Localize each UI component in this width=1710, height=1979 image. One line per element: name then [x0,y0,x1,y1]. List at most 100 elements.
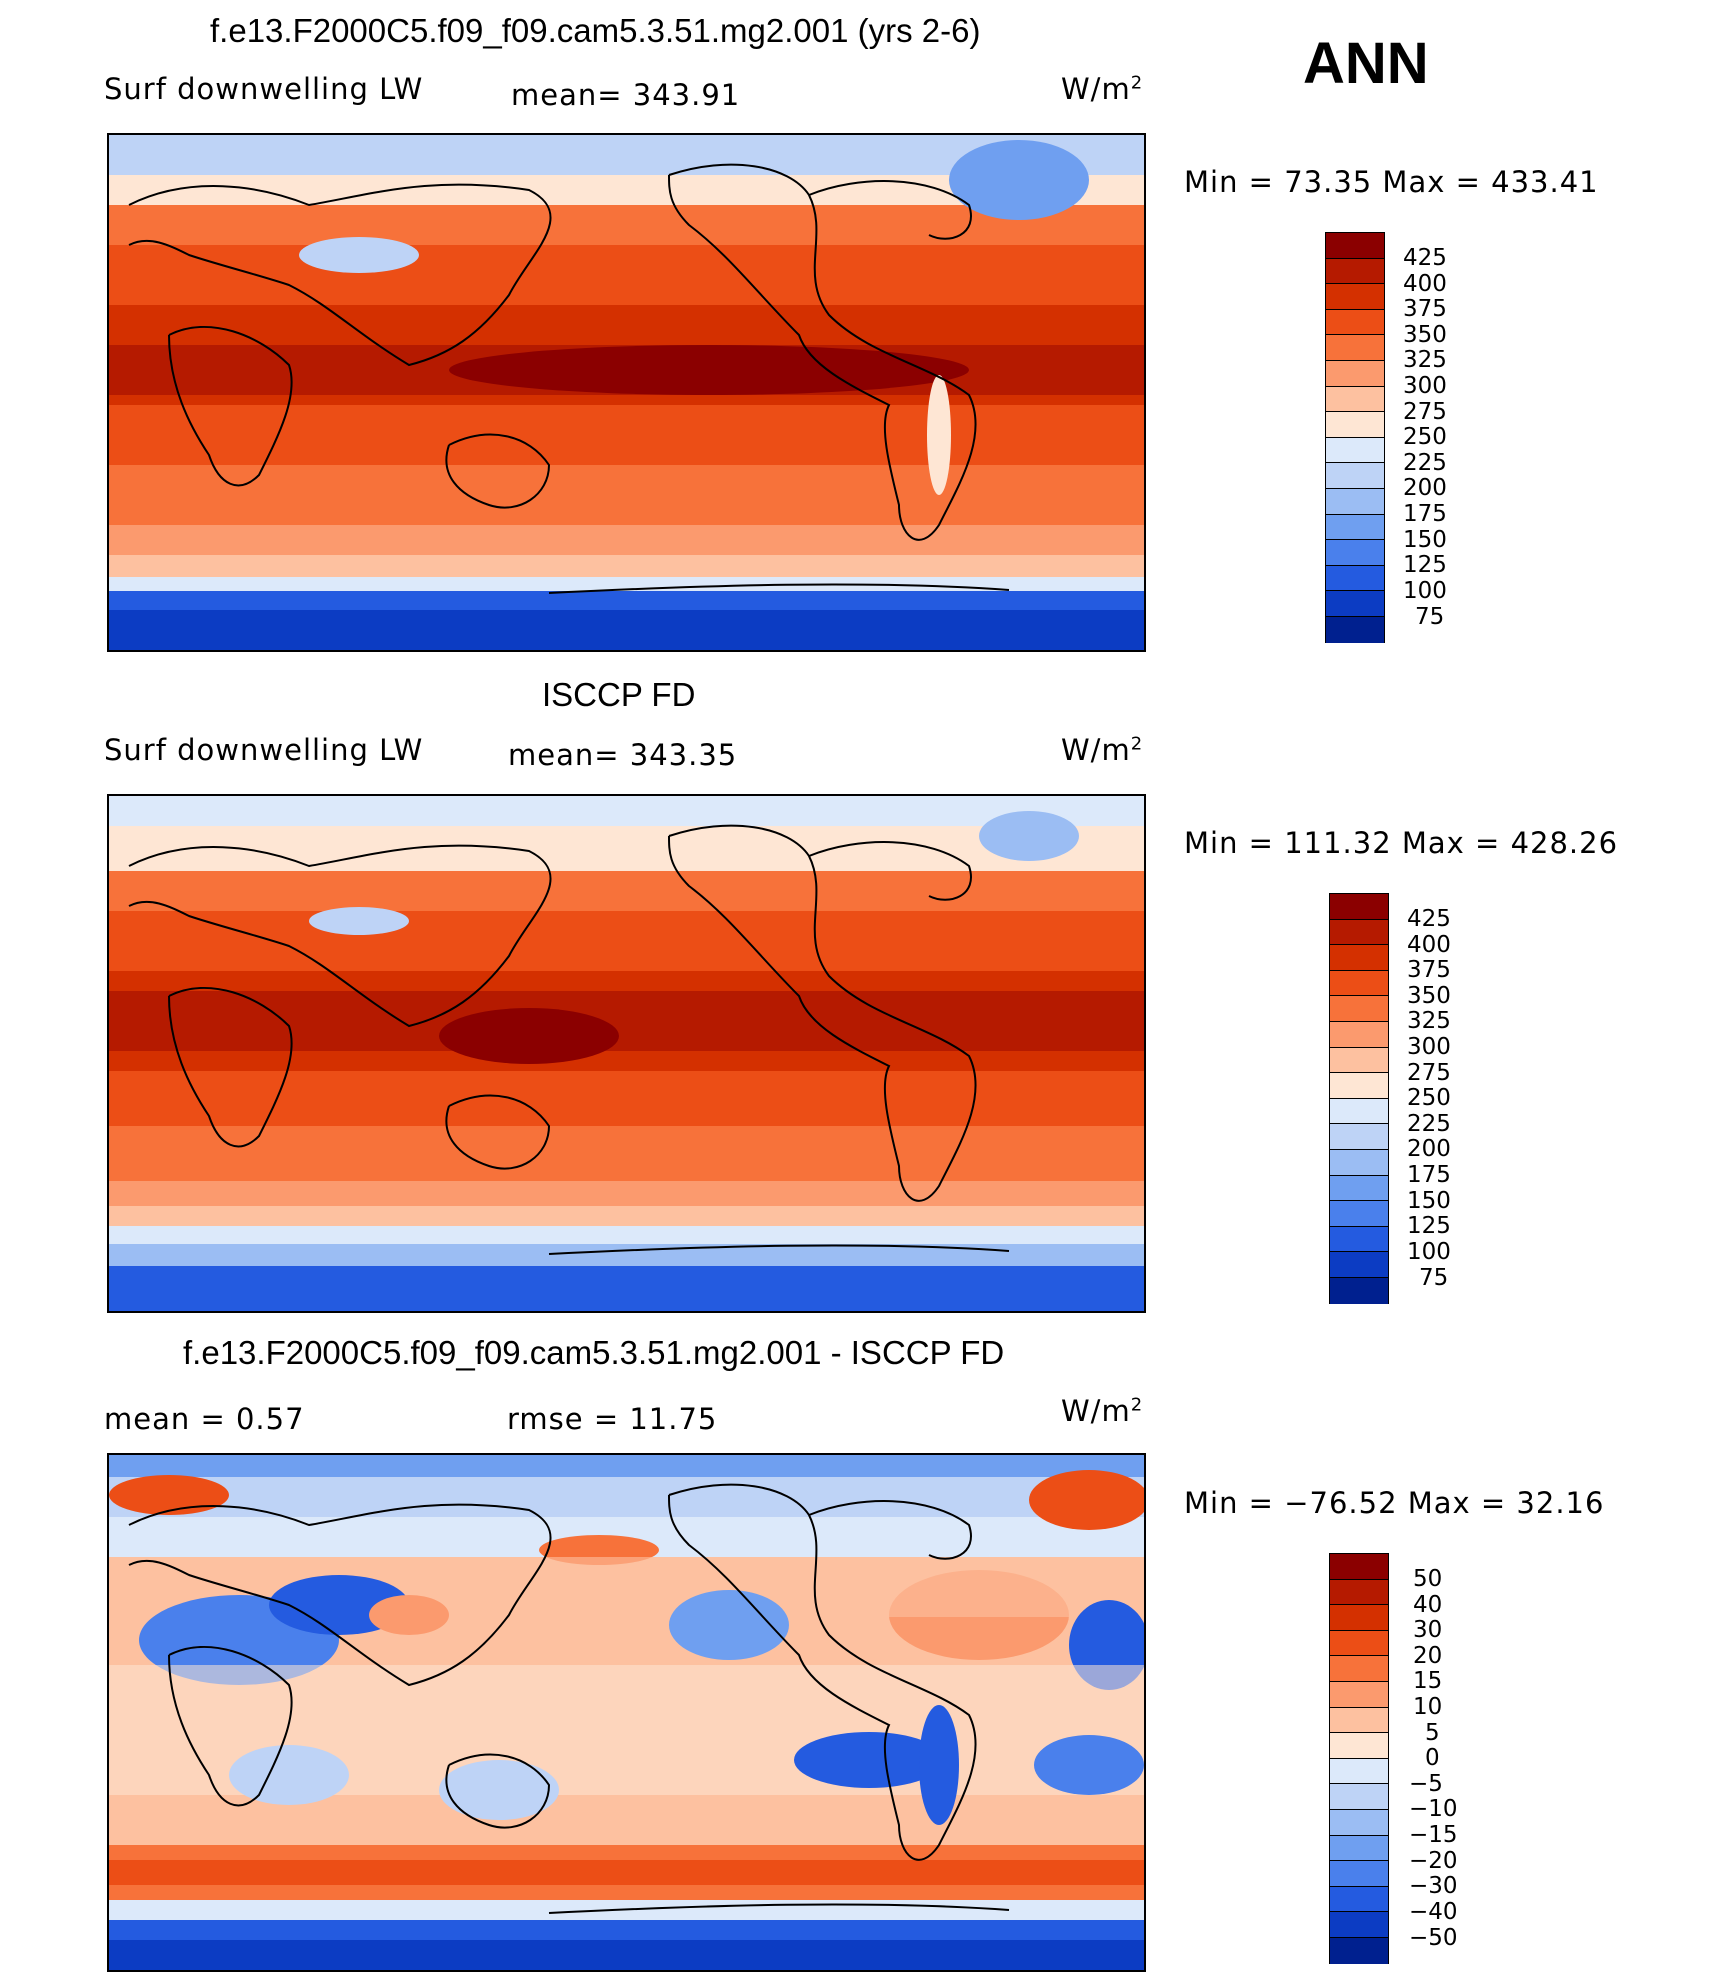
colorbar-tick: 350 [1407,983,1451,1009]
colorbar-tick: 200 [1407,1136,1451,1162]
colorbar-box [1330,1047,1388,1074]
colorbar-tick: −20 [1409,1848,1458,1874]
colorbar-box [1330,1073,1388,1099]
colorbar-tick: 375 [1403,296,1447,322]
colorbar-box [1330,945,1388,971]
colorbar-box [1330,1886,1388,1913]
colorbar-box [1330,1681,1388,1708]
colorbar-tick: 100 [1403,578,1447,604]
colorbar-box [1330,1937,1388,1964]
minmax-label-model: Min = 73.35 Max = 433.41 [1184,165,1599,199]
colorbar-box [1326,488,1384,515]
colorbar-box [1330,1656,1388,1682]
colorbar-box [1330,1124,1388,1150]
colorbar-box [1330,1707,1388,1734]
colorbar-box [1326,360,1384,387]
colorbar-tick: 10 [1413,1694,1443,1720]
colorbar-box [1330,1149,1388,1176]
colorbar-tick: −40 [1409,1899,1458,1925]
colorbar-box [1330,970,1388,997]
colorbar-box [1330,1809,1388,1836]
colorbar-tick: 125 [1403,552,1447,578]
colorbar-box [1330,1733,1388,1759]
colorbar-box [1326,514,1384,541]
colorbar-tick: −30 [1409,1873,1458,1899]
colorbar-tick: 275 [1407,1060,1451,1086]
colorbar-tick: 0 [1425,1745,1440,1771]
panel-title-model: f.e13.F2000C5.f09_f09.cam5.3.51.mg2.001 … [210,12,981,49]
mean-label-obs: mean= 343.35 [508,738,738,772]
colorbar-box [1330,1579,1388,1606]
colorbar-box [1330,1758,1388,1785]
colorbar-diff [1329,1553,1389,1964]
colorbar-box [1326,335,1384,361]
colorbar-box [1326,233,1384,259]
season-label: ANN [1303,31,1429,96]
colorbar-box [1330,1252,1388,1278]
colorbar-tick: 300 [1407,1034,1451,1060]
colorbar-tick: 150 [1407,1188,1451,1214]
colorbar-tick: 75 [1415,604,1445,630]
colorbar-box [1330,1630,1388,1657]
colorbar-box [1326,437,1384,464]
colorbar-box [1330,996,1388,1022]
panel-title-obs: ISCCP FD [542,676,696,713]
colorbar-obs [1329,893,1389,1304]
colorbar-tick: 375 [1407,957,1451,983]
map-diff [107,1453,1146,1972]
map-obs-field [109,796,1144,1311]
variable-label-obs: Surf downwelling LW [104,733,424,767]
map-model [107,133,1146,652]
colorbar-box [1326,591,1384,617]
colorbar-tick: 5 [1425,1720,1440,1746]
colorbar-box [1326,565,1384,592]
colorbar-tick: 300 [1403,373,1447,399]
colorbar-tick: 15 [1413,1668,1443,1694]
colorbar-box [1326,309,1384,336]
units-label-model: W/m2 [1061,72,1144,106]
colorbar-box [1330,1554,1388,1580]
colorbar-tick: 50 [1413,1566,1443,1592]
units-label-diff: W/m2 [1061,1394,1144,1428]
colorbar-tick: 75 [1419,1265,1449,1291]
map-obs [107,794,1146,1313]
colorbar-tick: 20 [1413,1643,1443,1669]
colorbar-tick: 150 [1403,527,1447,553]
colorbar-box [1330,1175,1388,1202]
colorbar-box [1330,1021,1388,1048]
colorbar-box [1326,463,1384,489]
colorbar-box [1330,1277,1388,1304]
panel-title-diff: f.e13.F2000C5.f09_f09.cam5.3.51.mg2.001 … [183,1334,1005,1371]
colorbar-box [1326,412,1384,438]
colorbar-tick: 400 [1407,932,1451,958]
colorbar-tick: 30 [1413,1617,1443,1643]
colorbar-tick: 425 [1403,245,1447,271]
colorbar-tick: 275 [1403,399,1447,425]
colorbar-box [1330,1912,1388,1938]
colorbar-box [1330,1226,1388,1253]
colorbar-tick: −5 [1409,1771,1443,1797]
colorbar-box [1330,1098,1388,1125]
colorbar-box [1330,1861,1388,1887]
colorbar-box [1326,386,1384,413]
colorbar-tick: 40 [1413,1592,1443,1618]
colorbar-tick: 225 [1407,1111,1451,1137]
minmax-label-diff: Min = −76.52 Max = 32.16 [1184,1486,1605,1520]
colorbar-box [1330,1835,1388,1862]
mean-label-model: mean= 343.91 [511,78,741,112]
colorbar-tick: 200 [1403,475,1447,501]
colorbar-model [1325,232,1385,643]
colorbar-tick: −10 [1409,1796,1458,1822]
colorbar-box [1326,258,1384,285]
mean-label-diff: mean = 0.57 [104,1402,305,1436]
units-label-obs: W/m2 [1061,733,1144,767]
colorbar-box [1330,919,1388,946]
colorbar-tick: 225 [1403,450,1447,476]
colorbar-tick: 350 [1403,322,1447,348]
colorbar-tick: 425 [1407,906,1451,932]
rmse-label-diff: rmse = 11.75 [507,1402,718,1436]
variable-label-model: Surf downwelling LW [104,72,424,106]
colorbar-box [1330,1605,1388,1631]
colorbar-tick: 400 [1403,271,1447,297]
colorbar-box [1326,284,1384,310]
